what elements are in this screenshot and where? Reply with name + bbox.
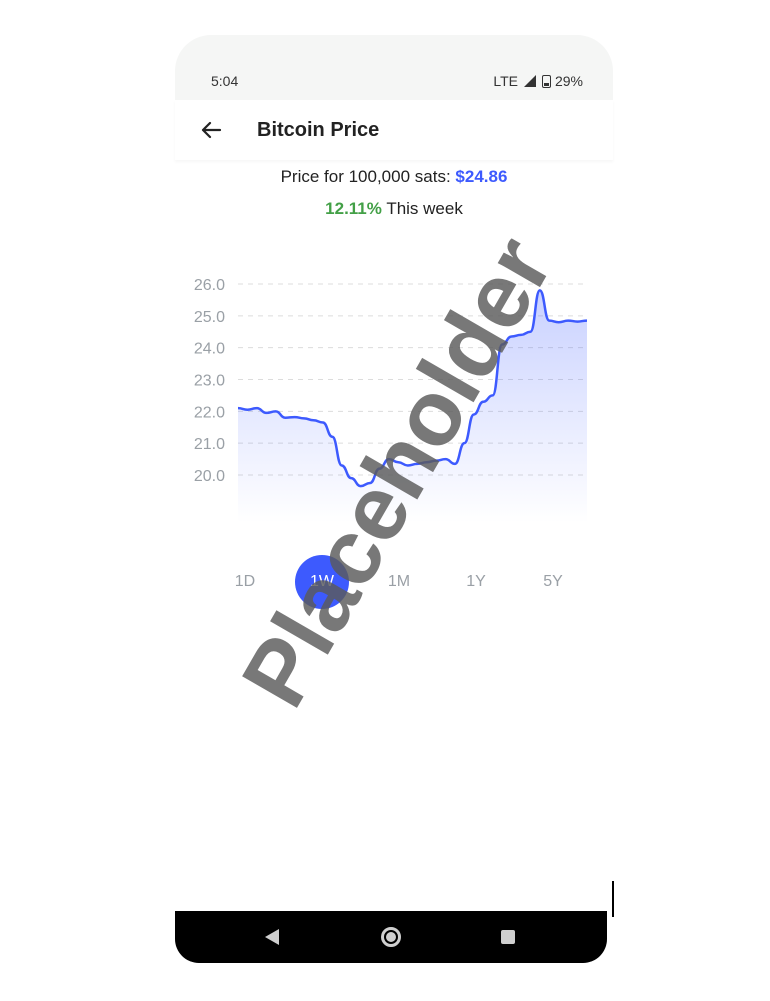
range-tab-1m[interactable]: 1M bbox=[387, 573, 411, 590]
app-bar: Bitcoin Price bbox=[175, 100, 613, 160]
y-tick-label: 24.0 bbox=[194, 341, 225, 358]
price-point bbox=[394, 458, 402, 466]
range-tab-1d[interactable]: 1D bbox=[234, 573, 256, 590]
price-label: Price for 100,000 sats: bbox=[280, 167, 451, 186]
price-point bbox=[423, 458, 431, 466]
system-nav-bar bbox=[175, 911, 607, 963]
price-point bbox=[319, 418, 327, 426]
price-point bbox=[545, 317, 553, 325]
price-point bbox=[281, 414, 289, 422]
price-summary: Price for 100,000 sats: $24.86 bbox=[175, 167, 613, 187]
y-tick-label: 21.0 bbox=[194, 436, 225, 453]
range-tab-1y[interactable]: 1Y bbox=[466, 573, 486, 590]
price-point bbox=[442, 455, 450, 463]
price-chart[interactable]: 26.0 25.0 24.0 23.0 22.0 21.0 20.0 bbox=[175, 265, 613, 545]
range-tab-5y[interactable]: 5Y bbox=[543, 573, 563, 590]
price-point bbox=[234, 404, 242, 412]
price-point bbox=[366, 479, 374, 487]
price-point bbox=[470, 411, 478, 419]
price-point bbox=[375, 465, 383, 473]
price-point bbox=[564, 317, 572, 325]
price-line bbox=[237, 289, 588, 488]
phone-screen: 5:04 LTE 29% Bitcoin Price Price for 100… bbox=[175, 35, 614, 963]
price-point bbox=[243, 406, 251, 414]
nav-back-icon[interactable] bbox=[265, 929, 279, 945]
change-period: This week bbox=[386, 199, 463, 218]
network-label: LTE bbox=[493, 73, 518, 89]
price-point bbox=[583, 317, 591, 325]
price-point bbox=[328, 433, 336, 441]
signal-icon bbox=[523, 75, 536, 87]
nav-recents-icon[interactable] bbox=[501, 930, 515, 944]
price-point bbox=[526, 328, 534, 336]
price-point bbox=[489, 391, 497, 399]
price-point bbox=[498, 340, 506, 348]
price-point bbox=[432, 457, 440, 465]
price-point bbox=[404, 461, 412, 469]
price-point bbox=[517, 331, 525, 339]
screen-edge bbox=[612, 881, 614, 917]
price-point bbox=[460, 439, 468, 447]
price-point bbox=[338, 461, 346, 469]
y-tick-label: 26.0 bbox=[194, 277, 225, 294]
price-point bbox=[253, 404, 261, 412]
range-tabs: 1D 1W 1M 1Y 5Y bbox=[175, 555, 613, 609]
price-point bbox=[262, 409, 270, 417]
price-change: 12.11% This week bbox=[175, 199, 613, 219]
y-tick-label: 22.0 bbox=[194, 404, 225, 421]
price-point bbox=[291, 413, 299, 421]
price-value: $24.86 bbox=[455, 167, 508, 186]
price-point bbox=[536, 286, 544, 294]
price-point bbox=[309, 416, 317, 424]
price-point bbox=[413, 460, 421, 468]
battery-level: 29% bbox=[554, 73, 583, 89]
price-point bbox=[479, 398, 487, 406]
status-bar: 5:04 LTE 29% bbox=[175, 35, 613, 100]
price-point bbox=[451, 460, 459, 468]
status-indicators: LTE 29% bbox=[493, 73, 583, 89]
y-tick-label: 23.0 bbox=[194, 373, 225, 390]
y-tick-label: 25.0 bbox=[194, 309, 225, 326]
price-point bbox=[508, 333, 516, 341]
page-title: Bitcoin Price bbox=[257, 119, 380, 141]
price-point bbox=[347, 474, 355, 482]
arrow-left-icon bbox=[201, 121, 222, 139]
status-time: 5:04 bbox=[211, 73, 239, 89]
price-point bbox=[555, 318, 563, 326]
price-point bbox=[272, 407, 280, 415]
price-point bbox=[357, 482, 365, 490]
price-area-fill bbox=[238, 290, 587, 523]
change-percent: 12.11% bbox=[325, 199, 382, 218]
range-tab-1w[interactable]: 1W bbox=[295, 555, 349, 609]
nav-home-icon[interactable] bbox=[381, 927, 401, 947]
y-tick-label: 20.0 bbox=[194, 468, 225, 485]
back-button[interactable] bbox=[197, 116, 225, 144]
price-point bbox=[574, 318, 582, 326]
battery-icon bbox=[541, 74, 551, 88]
price-point bbox=[300, 414, 308, 422]
price-point bbox=[385, 455, 393, 463]
